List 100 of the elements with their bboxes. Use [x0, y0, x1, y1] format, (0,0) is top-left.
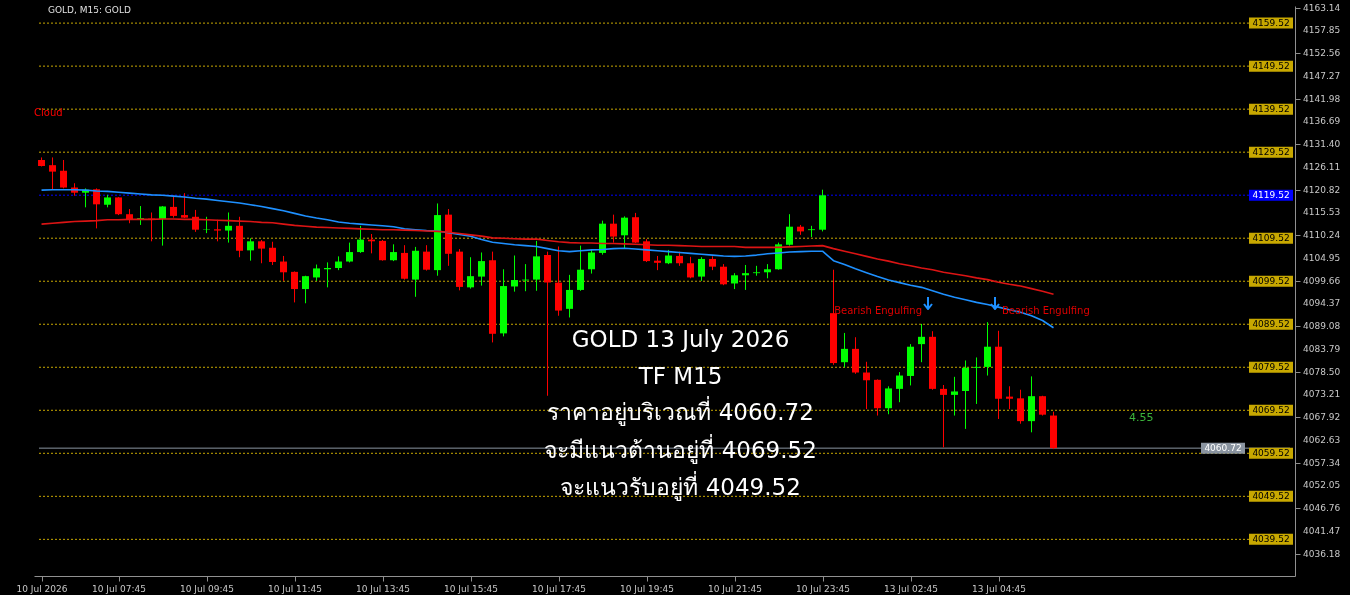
y-tick-label: 4067.92 — [1303, 412, 1341, 423]
ref-line-label: 4139.52 — [1252, 104, 1290, 115]
candlestick — [214, 219, 222, 242]
x-tick-label: 10 Jul 11:45 — [268, 583, 323, 594]
chart-title: GOLD, M15: GOLD — [48, 5, 131, 15]
candlestick — [577, 245, 585, 292]
candlestick — [170, 195, 178, 219]
candlestick — [1006, 385, 1014, 410]
candlestick — [610, 214, 618, 244]
y-tick-label: 4089.08 — [1303, 321, 1341, 332]
x-tick-label: 10 Jul 21:45 — [708, 583, 763, 594]
y-tick-label: 4157.85 — [1303, 25, 1341, 36]
y-tick-label: 4078.50 — [1303, 366, 1341, 377]
candlestick — [269, 241, 277, 266]
x-tick-label: 10 Jul 2026 — [16, 583, 68, 594]
candlestick — [258, 239, 266, 264]
ref-line-label: 4069.52 — [1252, 405, 1290, 416]
candlestick — [302, 275, 310, 304]
text: 4.55 — [1128, 411, 1154, 424]
candlestick — [423, 244, 431, 272]
candlestick — [181, 192, 189, 219]
candlestick — [951, 376, 959, 417]
candlestick — [478, 252, 486, 287]
y-tick-label: 4131.40 — [1303, 139, 1341, 150]
y-tick-label: 4147.27 — [1303, 70, 1341, 81]
candlestick — [918, 323, 926, 363]
ref-line-label: 4099.52 — [1252, 276, 1290, 287]
y-tick-label: 4062.63 — [1303, 434, 1341, 445]
candlestick — [621, 215, 629, 250]
annotation: จะมีแนวต้านอยู่ที่ 4069.52 — [544, 434, 817, 464]
candlestick — [60, 159, 68, 189]
candlestick — [566, 274, 574, 318]
annotation: จะแนวรับอยู่ที่ 4049.52 — [560, 471, 801, 501]
annotation: Cloud — [34, 107, 63, 118]
candlestick — [841, 332, 849, 368]
candlestick — [896, 371, 904, 403]
candlestick — [225, 211, 233, 244]
candlestick — [742, 264, 750, 291]
y-tick-label: 4041.47 — [1303, 525, 1341, 536]
candlestick — [192, 209, 200, 233]
ref-line-label: 4059.52 — [1252, 448, 1290, 459]
y-tick-label: 4141.98 — [1303, 93, 1341, 104]
candlestick — [698, 256, 706, 282]
x-tick-label: 13 Jul 02:45 — [884, 583, 938, 594]
candlestick — [720, 263, 728, 286]
candlestick — [962, 359, 970, 430]
candlestick — [885, 385, 893, 415]
x-tick-label: 10 Jul 15:45 — [444, 583, 499, 594]
candlestick — [984, 321, 992, 377]
ref-line-label: 4159.52 — [1252, 18, 1290, 29]
candlestick — [159, 205, 167, 247]
y-tick-label: 4110.24 — [1303, 230, 1341, 241]
y-tick-label: 4073.21 — [1303, 389, 1341, 400]
candlestick — [280, 255, 288, 282]
y-tick-label: 4083.79 — [1303, 343, 1341, 354]
candlestick — [973, 356, 981, 405]
y-tick-label: 4104.95 — [1303, 252, 1341, 263]
y-tick-label: 4136.69 — [1303, 116, 1341, 127]
candlestick — [357, 225, 365, 254]
x-tick-label: 10 Jul 09:45 — [180, 583, 235, 594]
candlestick — [852, 336, 860, 375]
candlestick — [247, 237, 255, 262]
ref-line-label: 4060.72 — [1204, 443, 1242, 454]
y-tick-label: 4094.37 — [1303, 298, 1341, 309]
candlestick — [808, 225, 816, 238]
candlestick — [379, 239, 387, 262]
ref-line-label: 4109.52 — [1252, 233, 1290, 244]
ref-line-label: 4039.52 — [1252, 534, 1290, 545]
y-tick-label: 4120.82 — [1303, 184, 1341, 195]
candlestick — [863, 361, 871, 410]
x-tick-label: 10 Jul 19:45 — [620, 583, 675, 594]
candlestick — [786, 213, 794, 247]
y-tick-label: 4115.53 — [1303, 207, 1341, 218]
y-tick-label: 4036.18 — [1303, 548, 1341, 559]
x-tick-label: 10 Jul 17:45 — [532, 583, 587, 594]
candlestick — [588, 248, 596, 275]
x-tick-label: 10 Jul 13:45 — [356, 583, 411, 594]
y-tick-label: 4099.66 — [1303, 275, 1341, 286]
y-tick-label: 4046.76 — [1303, 503, 1341, 514]
candlestick — [115, 196, 123, 216]
candlestick — [291, 270, 299, 303]
candlestick — [687, 256, 695, 279]
ref-line-label: 4129.52 — [1252, 147, 1290, 158]
annotation: Bearish Engulfing — [834, 305, 923, 316]
candlestick — [753, 265, 761, 277]
ref-line-label: 4049.52 — [1252, 491, 1290, 502]
annotation: TF M15 — [637, 363, 723, 389]
y-tick-label: 4057.34 — [1303, 457, 1341, 468]
ref-line-label: 4079.52 — [1252, 362, 1290, 373]
x-tick-label: 10 Jul 07:45 — [92, 583, 147, 594]
candlestick — [533, 240, 541, 292]
candlestick — [511, 255, 519, 293]
y-tick-label: 4163.14 — [1303, 2, 1341, 13]
ref-line-label: 4119.52 — [1252, 190, 1290, 201]
y-tick-label: 4126.11 — [1303, 161, 1341, 172]
ref-line-label: 4149.52 — [1252, 61, 1290, 72]
x-tick-label: 13 Jul 04:45 — [972, 583, 1026, 594]
y-tick-label: 4052.05 — [1303, 480, 1341, 491]
candlestick — [49, 156, 57, 190]
candlestick — [940, 384, 948, 448]
